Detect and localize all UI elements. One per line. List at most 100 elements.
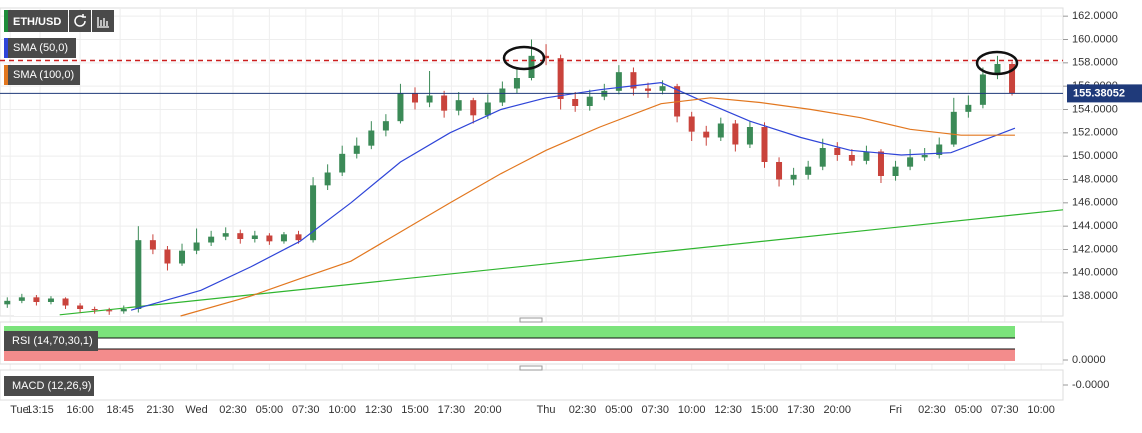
candle-body xyxy=(339,153,346,173)
candle-body xyxy=(91,309,98,311)
sma-line xyxy=(180,97,1015,317)
candle-body xyxy=(324,172,331,186)
rsi-oversold-band xyxy=(4,349,1015,361)
y-tick-label: 138.0000 xyxy=(1072,290,1118,302)
candle-body xyxy=(746,127,753,145)
x-tick-label: 17:30 xyxy=(438,404,466,416)
macd-tick-label: -0.0000 xyxy=(1072,379,1109,391)
x-tick-label: 02:30 xyxy=(219,404,247,416)
price-tag xyxy=(1067,84,1142,103)
candle-body xyxy=(659,86,666,91)
candle-body xyxy=(455,100,462,111)
sma50-accent xyxy=(4,38,8,58)
x-tick-label: 15:00 xyxy=(751,404,779,416)
candle-body xyxy=(353,145,360,154)
y-tick-label: 140.0000 xyxy=(1072,267,1118,279)
candle-body xyxy=(528,55,535,78)
y-tick-label: 154.0000 xyxy=(1072,103,1118,115)
x-tick-label: 10:00 xyxy=(1027,404,1055,416)
x-tick-label: Wed xyxy=(185,404,207,416)
y-tick-label: 142.0000 xyxy=(1072,243,1118,255)
candle-body xyxy=(848,155,855,161)
candle-body xyxy=(310,185,317,241)
candle-body xyxy=(120,309,127,312)
x-tick-label: 13:15 xyxy=(26,404,54,416)
sma50-box[interactable] xyxy=(4,38,76,58)
x-tick-label: 12:30 xyxy=(365,404,393,416)
refresh-button[interactable] xyxy=(69,10,91,32)
candle-body xyxy=(426,95,433,103)
candle-body xyxy=(732,123,739,145)
resize-handle[interactable] xyxy=(519,317,543,323)
candle-body xyxy=(441,95,448,111)
candle-body xyxy=(164,249,171,264)
x-tick-label: Fri xyxy=(889,404,902,416)
candle-body xyxy=(149,240,156,250)
candle-body xyxy=(615,72,622,91)
y-tick-label: 152.0000 xyxy=(1072,127,1118,139)
candle-body xyxy=(936,144,943,155)
bars-icon xyxy=(97,17,109,28)
candle-body xyxy=(557,58,564,99)
candle-body xyxy=(819,148,826,167)
y-tick-label: 158.0000 xyxy=(1072,57,1118,69)
candle-body xyxy=(790,174,797,180)
rsi-box[interactable] xyxy=(4,331,98,351)
symbol-label: ETH/USD xyxy=(13,16,61,28)
candle-body xyxy=(921,155,928,158)
macd-panel: MACD (12,26,9) xyxy=(0,365,1064,401)
candle-body xyxy=(776,162,783,180)
candle-body xyxy=(979,74,986,105)
symbol-button[interactable]: ETH/USD xyxy=(4,10,114,32)
candle-body xyxy=(237,233,244,239)
candle-body xyxy=(644,88,651,91)
candle-body xyxy=(4,300,11,305)
candle-body xyxy=(295,234,302,241)
candle-body xyxy=(179,250,186,264)
candle-body xyxy=(106,310,113,312)
candle-body xyxy=(251,235,258,239)
sma100-box[interactable] xyxy=(4,65,80,85)
candle-body xyxy=(950,111,957,145)
x-tick-label: 12:30 xyxy=(714,404,742,416)
candle-body xyxy=(586,96,593,106)
x-tick-label: 21:30 xyxy=(146,404,174,416)
candle-body xyxy=(834,148,841,155)
x-tick-label: Thu xyxy=(537,404,556,416)
candle-body xyxy=(805,166,812,175)
settings-button[interactable] xyxy=(92,10,114,32)
x-tick-label: 10:00 xyxy=(328,404,356,416)
x-tick-label: 17:30 xyxy=(787,404,815,416)
x-tick-label: 02:30 xyxy=(918,404,946,416)
rsi-panel: RSI (14,70,30,1) xyxy=(0,317,1064,365)
candle-body xyxy=(382,121,389,131)
candle-body xyxy=(208,236,215,243)
candle-body xyxy=(703,131,710,138)
candle-body xyxy=(77,305,84,309)
y-tick-label: 160.0000 xyxy=(1072,33,1118,45)
legend-label: SMA (100,0) xyxy=(13,69,74,81)
legend-label: SMA (50,0) xyxy=(13,42,68,54)
candle-body xyxy=(717,123,724,138)
resize-handle[interactable] xyxy=(519,365,543,371)
y-tick-label: 150.0000 xyxy=(1072,150,1118,162)
symbol-accent xyxy=(4,10,8,32)
candle-body xyxy=(994,64,1001,75)
macd-label: MACD (12,26,9) xyxy=(12,380,91,392)
x-tick-label: 07:30 xyxy=(292,404,320,416)
y-tick-label: 148.0000 xyxy=(1072,173,1118,185)
x-tick-label: 05:00 xyxy=(605,404,633,416)
candle-body xyxy=(688,116,695,132)
candle-body xyxy=(18,297,25,301)
rsi-label: RSI (14,70,30,1) xyxy=(12,335,93,347)
candle-body xyxy=(863,151,870,161)
x-tick-label: Tue xyxy=(10,404,29,416)
y-tick-label: 162.0000 xyxy=(1072,10,1118,22)
candle-body xyxy=(892,166,899,176)
x-tick-label: 07:30 xyxy=(991,404,1019,416)
y-tick-label: 144.0000 xyxy=(1072,220,1118,232)
macd-box[interactable] xyxy=(4,376,94,396)
candle-body xyxy=(484,102,491,116)
macd-frame xyxy=(0,369,1064,401)
